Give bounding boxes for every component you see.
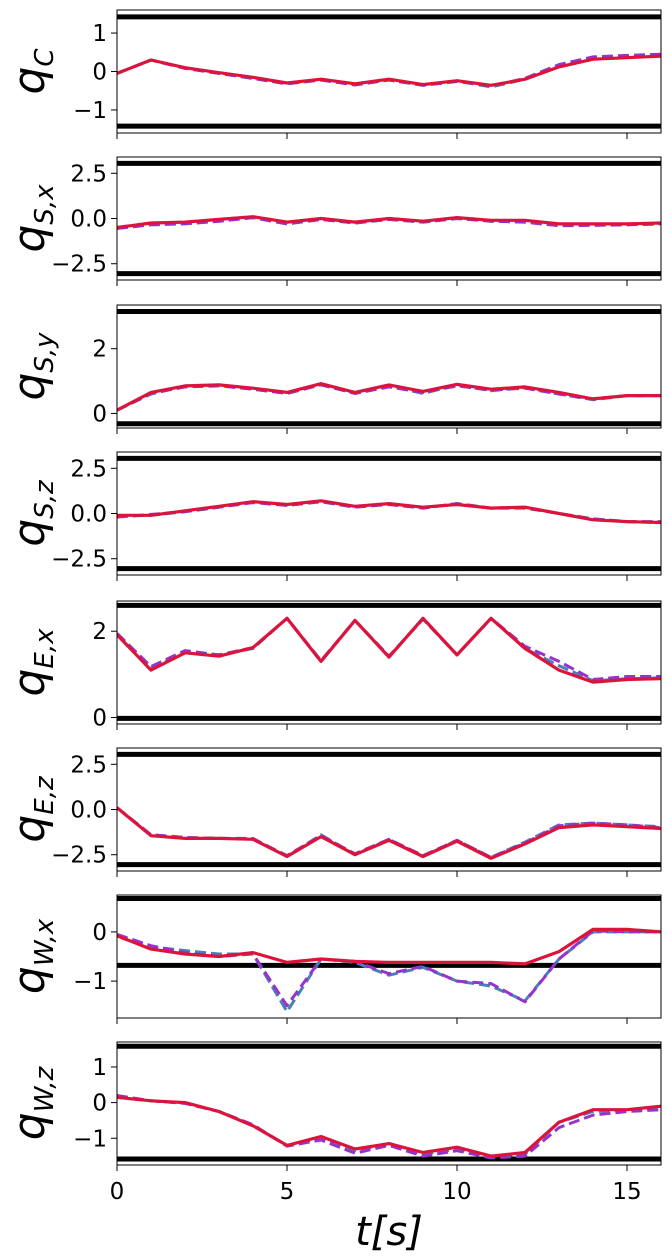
panel-7-frame bbox=[116, 1041, 662, 1166]
panel-4-ytick-label-0: 2 bbox=[92, 619, 107, 645]
panel-3-frame bbox=[116, 451, 662, 576]
panel-5-ytick-label-2: −2.5 bbox=[51, 843, 107, 869]
panel-5-frame bbox=[116, 747, 662, 872]
panel-6-ytick-label-1: −1 bbox=[73, 969, 107, 995]
panel-5-series-purple bbox=[117, 806, 661, 859]
panel-5-series-blue bbox=[117, 806, 661, 859]
xtick-label-3: 15 bbox=[612, 1179, 641, 1205]
panel-1-series-red bbox=[117, 215, 661, 230]
panel-7-ytick-label-2: −1 bbox=[73, 1126, 107, 1152]
panel-0-series-red bbox=[117, 54, 661, 87]
panel-2-ylabel: qS,y bbox=[4, 332, 60, 401]
xtick-label-0: 0 bbox=[110, 1179, 125, 1205]
panel-0-ylabel: qC bbox=[4, 48, 60, 95]
panel-2-series-purple bbox=[117, 383, 661, 412]
panel-5-ytick-label-0: 2.5 bbox=[70, 752, 107, 778]
panel-1-ylabel: qS,x bbox=[4, 184, 60, 253]
panel-1-ytick-label-2: −2.5 bbox=[51, 252, 107, 278]
panel-4-series-purple bbox=[117, 616, 661, 681]
x-axis-label: t[s] bbox=[355, 1209, 423, 1255]
panel-6-series-blue bbox=[117, 930, 661, 1014]
panel-4-frame bbox=[116, 600, 662, 725]
panel-1-ytick-label-1: 0.0 bbox=[70, 207, 107, 233]
panel-5-ytick-label-1: 0.0 bbox=[70, 798, 107, 824]
xtick-label-1: 5 bbox=[280, 1179, 295, 1205]
panel-3-ytick-label-2: −2.5 bbox=[51, 547, 107, 573]
panel-7-series-purple bbox=[117, 1094, 661, 1160]
panel-4-ytick-label-1: 0 bbox=[92, 706, 107, 732]
panel-7-ytick-label-0: 1 bbox=[92, 1055, 107, 1081]
panel-0-ytick-label-0: 1 bbox=[92, 21, 107, 47]
panel-3-ytick-label-0: 2.5 bbox=[70, 456, 107, 482]
panel-7-series-red bbox=[117, 1095, 661, 1158]
panel-1-ytick-label-0: 2.5 bbox=[70, 161, 107, 187]
panel-3-ylabel: qS,z bbox=[4, 479, 60, 547]
panel-6-series-red bbox=[117, 927, 661, 966]
xtick-label-2: 10 bbox=[442, 1179, 471, 1205]
panel-7-ylabel: qW,z bbox=[4, 1065, 60, 1140]
panel-2-series-red bbox=[117, 382, 661, 412]
panel-6-ytick-label-0: 0 bbox=[92, 920, 107, 946]
panel-7-ytick-label-1: 0 bbox=[92, 1091, 107, 1117]
panel-2-ytick-label-0: 2 bbox=[92, 337, 107, 363]
panel-6-frame bbox=[116, 894, 662, 1019]
panel-2-frame bbox=[116, 304, 662, 429]
panel-5-series-red bbox=[117, 806, 661, 860]
panel-4-series-red bbox=[117, 616, 661, 684]
panel-0-ytick-label-1: 0 bbox=[92, 60, 107, 86]
panel-5-ylabel: qE,z bbox=[4, 775, 60, 843]
panel-6-ylabel: qW,x bbox=[4, 918, 60, 994]
panel-3-ytick-label-1: 0.0 bbox=[70, 502, 107, 528]
panel-2-ytick-label-1: 0 bbox=[92, 401, 107, 427]
panel-6-series-purple bbox=[117, 929, 661, 1008]
panel-4-ylabel: qE,x bbox=[4, 628, 60, 697]
panel-3-series-red bbox=[117, 499, 661, 525]
panel-0-ytick-label-2: −1 bbox=[73, 98, 107, 124]
